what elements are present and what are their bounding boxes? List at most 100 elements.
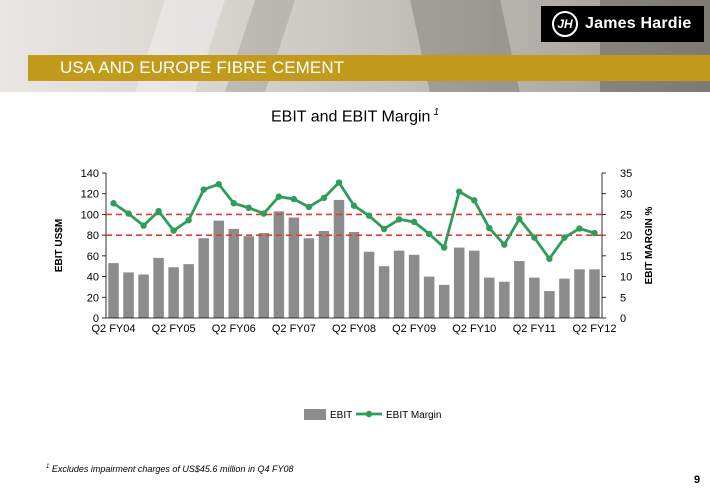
marker-ebit-margin — [185, 217, 192, 224]
section-title: USA AND EUROPE FIBRE CEMENT — [60, 58, 345, 77]
marker-ebit-margin — [516, 215, 523, 223]
bar-ebit — [408, 254, 420, 318]
y-tick-label-left: 60 — [87, 251, 99, 263]
bar-ebit — [438, 284, 450, 318]
marker-ebit-margin — [200, 186, 207, 193]
y-axis-title-left: EBIT US$M — [54, 219, 65, 272]
bar-ebit — [468, 250, 480, 318]
marker-ebit-margin — [395, 216, 403, 223]
marker-ebit-margin — [380, 225, 388, 233]
marker-ebit-margin — [140, 222, 147, 229]
marker-ebit-margin — [320, 194, 328, 202]
marker-ebit-margin — [350, 202, 358, 209]
y-tick-label-right: 25 — [620, 209, 632, 221]
bar-ebit — [333, 199, 345, 318]
bar-ebit — [198, 238, 209, 318]
y-tick-label-right: 20 — [620, 230, 632, 242]
marker-ebit-margin — [591, 229, 598, 237]
bar-ebit — [183, 264, 194, 318]
marker-ebit-margin — [471, 197, 478, 204]
marker-ebit-margin — [440, 244, 448, 251]
marker-ebit-margin — [335, 179, 343, 186]
bar-ebit — [243, 236, 255, 318]
page-number: 9 — [694, 474, 701, 486]
bar-ebit — [514, 261, 525, 318]
chart-title-footnote-marker: 1 — [433, 107, 440, 118]
y-tick-label-left: 100 — [81, 209, 99, 221]
bar-ebit — [123, 272, 134, 318]
bar-ebit — [213, 220, 224, 318]
y-tick-label-left: 120 — [81, 189, 99, 201]
bar-ebit — [484, 277, 495, 318]
x-tick-label: Q2 FY12 — [572, 323, 616, 335]
marker-ebit-margin — [215, 180, 222, 188]
chart-title: EBIT and EBIT Margin 1 — [0, 107, 710, 126]
bar-ebit — [574, 269, 585, 318]
marker-ebit-margin — [425, 230, 433, 238]
marker-ebit-margin — [561, 234, 568, 241]
bar-ebit — [544, 291, 555, 318]
y-axis-title-right: EBIT MARGIN % — [644, 207, 655, 285]
footnote-text: Excludes impairment charges of US$45.6 m… — [51, 464, 294, 474]
marker-ebit-margin — [576, 225, 583, 232]
bar-ebit — [303, 238, 315, 318]
bar-ebit — [393, 250, 405, 318]
marker-ebit-margin — [456, 188, 463, 195]
marker-ebit-margin — [365, 212, 373, 219]
james-hardie-logo: JH James Hardie — [541, 6, 704, 42]
legend-label-ebit: EBIT — [330, 410, 352, 421]
x-tick-label: Q2 FY10 — [452, 323, 496, 335]
y-tick-label-right: 15 — [620, 251, 632, 263]
chart-title-text: EBIT and EBIT Margin — [270, 108, 431, 126]
footnote-marker: 1 — [46, 464, 50, 470]
bar-ebit — [258, 233, 270, 318]
bar-ebit — [559, 278, 570, 318]
marker-ebit-margin — [230, 200, 237, 207]
y-tick-label-right: 10 — [620, 272, 632, 284]
bar-ebit — [138, 274, 149, 318]
logo-brand-text: James Hardie — [585, 15, 692, 32]
marker-ebit-margin — [546, 255, 553, 262]
y-tick-label-right: 35 — [620, 168, 632, 180]
y-tick-label-left: 140 — [81, 168, 99, 180]
x-tick-label: Q2 FY07 — [272, 323, 316, 335]
x-tick-label: Q2 FY06 — [212, 323, 256, 335]
marker-ebit-margin — [245, 204, 252, 211]
marker-ebit-margin — [260, 210, 268, 217]
footnote: 1 Excludes impairment charges of US$45.6… — [46, 464, 293, 474]
x-tick-label: Q2 FY08 — [332, 323, 376, 335]
marker-ebit-margin — [410, 218, 418, 226]
y-tick-label-right: 30 — [620, 189, 632, 201]
bar-ebit — [288, 217, 300, 318]
bar-ebit — [423, 276, 435, 318]
section-title-bar: USA AND EUROPE FIBRE CEMENT — [28, 55, 710, 81]
bar-ebit — [529, 277, 540, 318]
bar-ebit — [589, 269, 600, 318]
marker-ebit-margin — [275, 193, 283, 200]
y-tick-label-left: 80 — [87, 230, 99, 242]
bar-ebit — [378, 266, 390, 318]
x-tick-label: Q2 FY11 — [513, 323, 556, 335]
bar-ebit — [108, 263, 119, 318]
bar-ebit — [273, 211, 285, 318]
marker-ebit-margin — [501, 241, 508, 248]
bar-ebit — [363, 251, 375, 318]
x-tick-label: Q2 FY05 — [152, 323, 196, 335]
marker-ebit-margin — [486, 224, 493, 232]
bar-ebit — [168, 267, 179, 318]
bar-ebit — [153, 257, 164, 318]
bar-ebit — [499, 281, 510, 318]
y-tick-label-left: 20 — [87, 292, 99, 304]
marker-ebit-margin — [305, 203, 313, 211]
bar-ebit — [318, 231, 330, 318]
marker-ebit-margin — [110, 200, 117, 207]
y-tick-label-left: 40 — [87, 272, 99, 284]
marker-ebit-margin — [290, 195, 298, 203]
y-tick-label-right: 5 — [620, 292, 626, 304]
marker-ebit-margin — [125, 210, 132, 217]
bar-ebit — [228, 228, 240, 318]
marker-ebit-margin — [170, 227, 177, 234]
logo-mark-icon: JH — [552, 11, 578, 37]
bar-ebit — [348, 232, 360, 318]
